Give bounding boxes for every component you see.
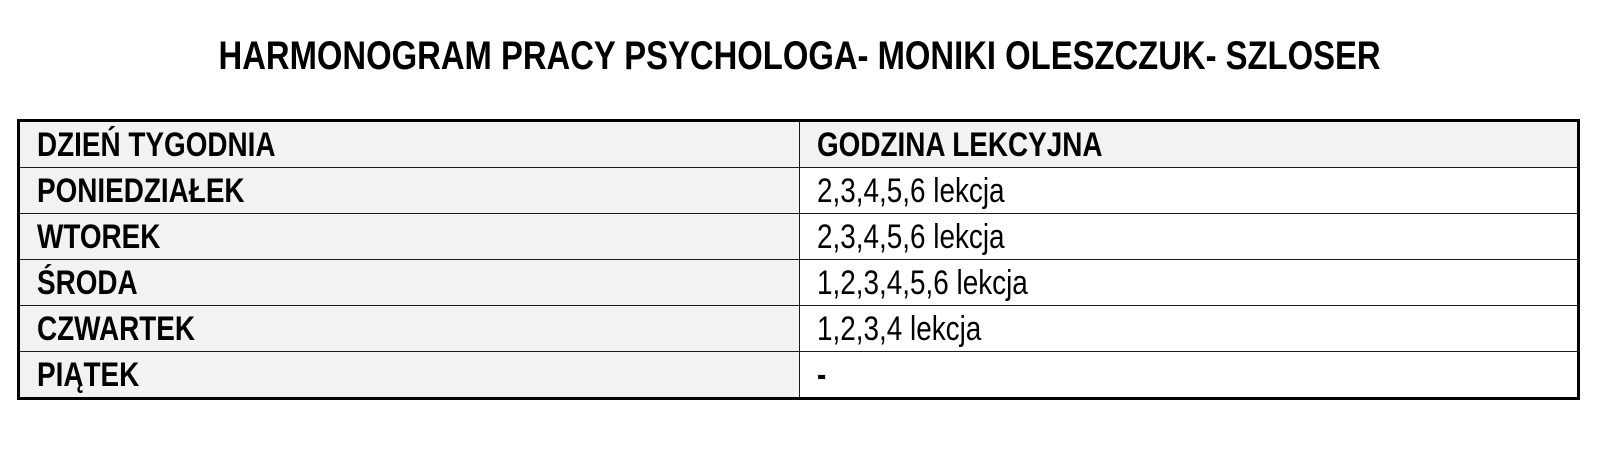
- day-cell: ŚRODA: [18, 259, 800, 306]
- day-label: WTOREK: [37, 217, 161, 256]
- day-label: PIĄTEK: [37, 355, 140, 394]
- hours-label: 2,3,4,5,6 lekcja: [817, 217, 1005, 256]
- hours-cell: 2,3,4,5,6 lekcja: [799, 213, 1579, 260]
- day-cell: WTOREK: [18, 213, 800, 260]
- column-header-hours-label: GODZINA LEKCYJNA: [817, 125, 1103, 164]
- table-row-tuesday: WTOREK 2,3,4,5,6 lekcja: [18, 213, 1579, 260]
- column-header-day: DZIEŃ TYGODNIA: [18, 120, 800, 168]
- schedule-table: DZIEŃ TYGODNIA GODZINA LEKCYJNA PONIEDZI…: [17, 119, 1580, 400]
- hours-label: -: [817, 355, 827, 394]
- table-row-friday: PIĄTEK -: [18, 351, 1579, 399]
- column-header-hours: GODZINA LEKCYJNA: [799, 120, 1579, 168]
- table-row-thursday: CZWARTEK 1,2,3,4 lekcja: [18, 305, 1579, 352]
- hours-cell: 1,2,3,4,5,6 lekcja: [799, 259, 1579, 306]
- day-cell: PONIEDZIAŁEK: [18, 167, 800, 214]
- day-cell: CZWARTEK: [18, 305, 800, 352]
- hours-cell: 2,3,4,5,6 lekcja: [799, 167, 1579, 214]
- hours-cell: -: [799, 351, 1579, 399]
- hours-label: 2,3,4,5,6 lekcja: [817, 171, 1005, 210]
- day-label: CZWARTEK: [37, 309, 195, 348]
- table-row-wednesday: ŚRODA 1,2,3,4,5,6 lekcja: [18, 259, 1579, 306]
- hours-cell: 1,2,3,4 lekcja: [799, 305, 1579, 352]
- column-header-day-label: DZIEŃ TYGODNIA: [37, 125, 276, 164]
- hours-label: 1,2,3,4,5,6 lekcja: [817, 263, 1028, 302]
- day-cell: PIĄTEK: [18, 351, 800, 399]
- table-row-monday: PONIEDZIAŁEK 2,3,4,5,6 lekcja: [18, 167, 1579, 214]
- day-label: ŚRODA: [37, 263, 138, 302]
- hours-label: 1,2,3,4 lekcja: [817, 309, 982, 348]
- page-title: HARMONOGRAM PRACY PSYCHOLOGA- MONIKI OLE…: [0, 34, 1600, 78]
- day-label: PONIEDZIAŁEK: [37, 171, 245, 210]
- page-title-text: HARMONOGRAM PRACY PSYCHOLOGA- MONIKI OLE…: [219, 34, 1381, 78]
- header-row: DZIEŃ TYGODNIA GODZINA LEKCYJNA: [18, 120, 1579, 168]
